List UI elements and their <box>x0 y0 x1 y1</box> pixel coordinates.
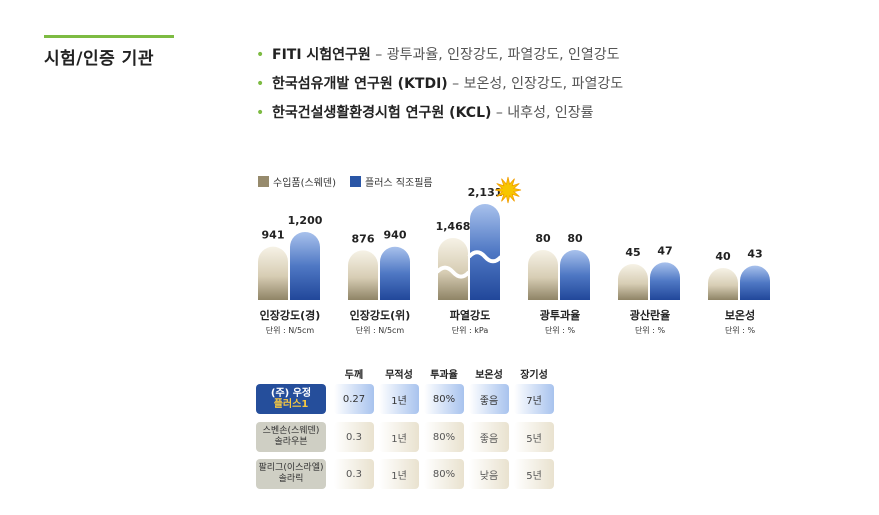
table-header: 보온성 <box>475 370 503 381</box>
axis-break-mark <box>435 265 471 279</box>
table-cell: 1년 <box>379 459 419 489</box>
institute-name: FITI 시험연구원 <box>272 47 371 63</box>
table-cell: 1년 <box>379 384 419 414</box>
legend-swatch-imported <box>258 176 269 187</box>
category-unit: 단위 : N/5cm <box>356 325 405 335</box>
category-label: 광투과율 <box>540 308 580 322</box>
table-cell: 0.3 <box>334 422 374 452</box>
table-cell: 좋음 <box>469 422 509 452</box>
table-header: 두께 <box>344 370 364 381</box>
bar-plus <box>290 232 320 300</box>
bullet-dot-icon: • <box>256 47 265 63</box>
bar-imported <box>258 246 288 300</box>
row-label-company: (주) 우정 <box>270 388 312 399</box>
title-accent-bar <box>44 35 174 38</box>
row-label-svensson: 스벤손(스웨덴) 솔라우븐 <box>256 422 326 452</box>
bar-imported <box>618 264 648 300</box>
bar-value-label: 47 <box>657 244 672 257</box>
category-unit: 단위 : % <box>725 325 756 335</box>
bar-imported <box>348 250 378 300</box>
bar-plus <box>380 246 410 300</box>
section-title: 시험/인증 기관 <box>44 49 154 69</box>
bar-value-label: 876 <box>352 232 375 245</box>
institute-name: 한국건설생활환경시험 연구원 (KCL) <box>272 105 492 121</box>
legend-item-plus: 플러스 직조필름 <box>350 174 433 189</box>
category-unit: 단위 : kPa <box>452 325 489 335</box>
category-label: 보온성 <box>725 308 755 322</box>
bar-imported <box>438 238 468 300</box>
row-label-product: 플러스1 <box>273 399 309 410</box>
category-unit: 단위 : % <box>545 325 576 335</box>
bar-plus <box>740 265 770 300</box>
legend-item-imported: 수입품(스웨덴) <box>258 174 336 189</box>
table-cell: 80% <box>424 384 464 414</box>
category-unit: 단위 : N/5cm <box>266 325 315 335</box>
table-cell: 낮음 <box>469 459 509 489</box>
table-header: 무적성 <box>385 370 413 381</box>
row-label-woojung: (주) 우정 플러스1 <box>256 384 326 414</box>
bar-value-label: 2,131 <box>468 186 503 199</box>
chart-legend: 수입품(스웨덴) 플러스 직조필름 <box>258 174 433 189</box>
bar-imported <box>708 268 738 300</box>
table-cell: 5년 <box>514 459 554 489</box>
bar-value-label: 45 <box>625 246 640 259</box>
legend-label: 수입품(스웨덴) <box>273 178 337 189</box>
category-label: 인장강도(위) <box>350 308 411 322</box>
bar-imported <box>528 250 558 300</box>
list-item: • FITI 시험연구원 – 광투과율, 인장강도, 파열강도, 인열강도 <box>256 44 623 73</box>
row-label-product: 솔라릭 <box>278 474 304 484</box>
category-label: 인장강도(경) <box>260 308 321 322</box>
table-cell: 1년 <box>379 422 419 452</box>
bar-value-label: 940 <box>384 229 407 242</box>
row-label-company: 팔리그(이스라엘) <box>258 463 324 473</box>
category-label: 광산란율 <box>630 308 670 322</box>
category-unit: 단위 : % <box>635 325 666 335</box>
bar-value-label: 1,200 <box>288 214 323 227</box>
table-cell: 5년 <box>514 422 554 452</box>
bar-value-label: 80 <box>535 232 551 245</box>
bar-value-label: 941 <box>262 229 285 242</box>
table-header: 장기성 <box>520 370 548 381</box>
institute-tests: – 광투과율, 인장강도, 파열강도, 인열강도 <box>370 47 620 63</box>
bar-plus <box>650 262 680 300</box>
bar-value-label: 43 <box>747 248 762 261</box>
highlight-starburst-icon <box>494 176 522 204</box>
category-label: 파열강도 <box>450 308 490 322</box>
row-label-polysack: 팔리그(이스라엘) 솔라릭 <box>256 459 326 489</box>
table-cell: 0.27 <box>334 384 374 414</box>
bar-value-label: 1,468 <box>436 220 471 233</box>
row-label-company: 스벤손(스웨덴) <box>262 426 320 436</box>
table-cell: 0.3 <box>334 459 374 489</box>
table-header: 투과율 <box>430 370 458 381</box>
legend-label: 플러스 직조필름 <box>365 178 433 189</box>
bullet-dot-icon: • <box>256 105 265 121</box>
table-cell: 80% <box>424 459 464 489</box>
table-cell: 80% <box>424 422 464 452</box>
institute-tests: – 보온성, 인장강도, 파열강도 <box>447 76 624 92</box>
list-item: • 한국건설생활환경시험 연구원 (KCL) – 내후성, 인장률 <box>256 102 623 131</box>
bar-value-label: 80 <box>567 232 583 245</box>
table-cell: 좋음 <box>469 384 509 414</box>
table-cell: 7년 <box>514 384 554 414</box>
row-label-product: 솔라우븐 <box>274 437 308 447</box>
institute-tests: – 내후성, 인장률 <box>491 105 594 121</box>
list-item: • 한국섬유개발 연구원 (KTDI) – 보온성, 인장강도, 파열강도 <box>256 73 623 102</box>
bar-plus <box>560 250 590 300</box>
bullet-dot-icon: • <box>256 76 265 92</box>
bar-plus <box>470 204 500 300</box>
legend-swatch-plus <box>350 176 362 187</box>
testing-institute-list: • FITI 시험연구원 – 광투과율, 인장강도, 파열강도, 인열강도 • 한국… <box>256 44 623 131</box>
axis-break-mark <box>467 250 503 264</box>
institute-name: 한국섬유개발 연구원 (KTDI) <box>272 76 448 92</box>
bar-value-label: 40 <box>715 250 731 263</box>
